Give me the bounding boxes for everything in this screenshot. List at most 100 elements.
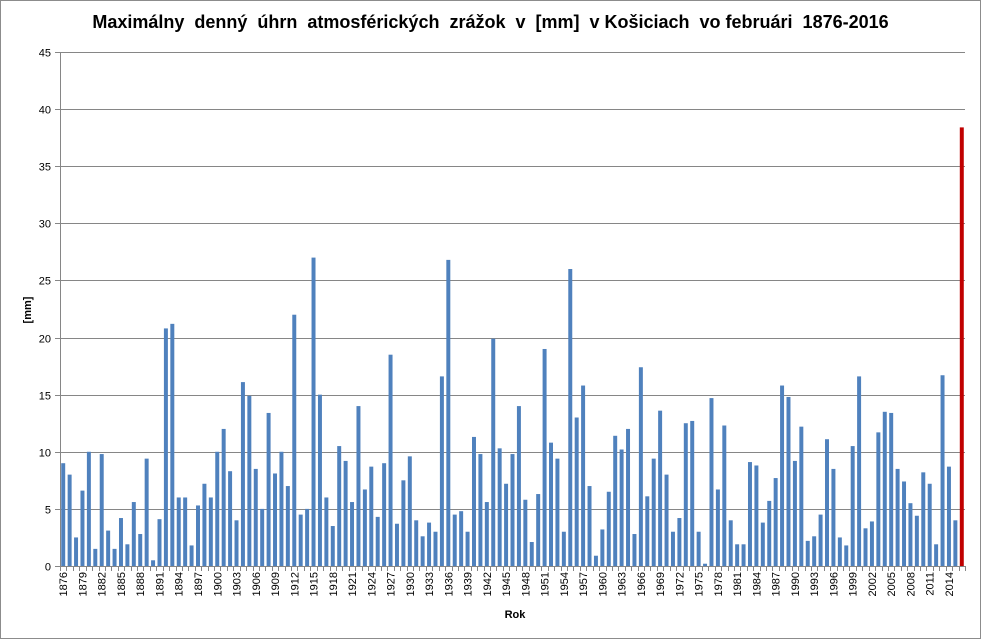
bar-1994 — [818, 514, 823, 566]
bar-1951 — [542, 348, 547, 566]
bar-1957 — [581, 385, 586, 566]
x-tick-label: 1981 — [732, 572, 744, 596]
bar-1950 — [536, 494, 541, 566]
bar-1936 — [446, 259, 451, 566]
bar-2007 — [902, 481, 907, 566]
bar-1916 — [317, 394, 322, 566]
x-tick-label: 1984 — [751, 572, 763, 596]
y-tick-label: 30 — [39, 219, 51, 231]
y-axis-label: [mm] — [22, 296, 34, 323]
bar-1893 — [170, 323, 175, 566]
bar-1912 — [292, 314, 297, 566]
bar-1920 — [343, 460, 348, 566]
y-tick-label: 35 — [39, 162, 51, 174]
x-tick-label: 2011 — [925, 572, 937, 596]
bar-2004 — [882, 411, 887, 566]
bar-1970 — [664, 474, 669, 566]
x-tick-label: 1894 — [174, 572, 186, 596]
bar-2014 — [946, 466, 951, 566]
bar-1983 — [747, 462, 752, 566]
bar-1984 — [754, 465, 759, 566]
x-tick-label: 1987 — [771, 572, 783, 596]
x-tick-label: 1951 — [540, 572, 552, 596]
bar-1939 — [465, 531, 470, 566]
bar-1928 — [394, 523, 399, 566]
bar-1954 — [561, 531, 566, 566]
y-tick-label: 15 — [39, 391, 51, 403]
x-tick-label: 1930 — [405, 572, 417, 596]
bar-1944 — [497, 448, 502, 566]
bar-1899 — [208, 497, 213, 566]
bar-1897 — [196, 505, 200, 566]
x-tick-label: 1993 — [809, 572, 821, 596]
bar-1997 — [837, 537, 842, 566]
bar-1931 — [414, 520, 419, 566]
axes: 0 5 10 15 20 25 30 35 40 45 1876 1879 1882 1885 1888 18… — [39, 48, 966, 596]
bar-1896 — [189, 545, 194, 566]
x-tick-label: 1924 — [366, 572, 378, 596]
bar-1914 — [305, 508, 310, 566]
bar-1974 — [690, 420, 695, 566]
bar-1879 — [80, 490, 85, 566]
bar-1883 — [106, 530, 111, 566]
bar-1964 — [626, 428, 631, 566]
x-tick-label: 1972 — [674, 572, 686, 596]
bar-1925 — [375, 516, 380, 566]
bar-1932 — [420, 536, 425, 566]
bar-1990 — [792, 460, 797, 566]
bar-2009 — [914, 515, 919, 566]
bar-1933 — [427, 522, 432, 566]
bar-1989 — [786, 396, 791, 566]
x-tick-label: 1945 — [501, 572, 513, 596]
bar-1921 — [350, 502, 355, 566]
bar-2008 — [908, 503, 913, 566]
bar-1969 — [658, 410, 663, 566]
bar-1942 — [484, 502, 489, 566]
bar-1882 — [99, 454, 104, 566]
bar-1963 — [619, 449, 624, 566]
bar-1960 — [600, 529, 605, 566]
x-tick-label: 1936 — [443, 572, 455, 596]
bar-1988 — [780, 385, 785, 566]
bar-1884 — [112, 548, 117, 566]
bar-1915 — [311, 257, 316, 566]
x-tick-label: 1966 — [636, 572, 648, 596]
bar-1886 — [125, 544, 130, 566]
bar-1917 — [324, 497, 329, 566]
bar-1976 — [703, 563, 708, 566]
bar-1938 — [459, 511, 464, 566]
x-tick-label: 1999 — [848, 572, 860, 596]
bar-1962 — [613, 435, 618, 566]
x-tick-label: 1891 — [154, 572, 166, 596]
bar-1999 — [850, 446, 855, 566]
x-tick-label: 1990 — [790, 572, 802, 596]
bar-1987 — [773, 478, 778, 566]
bar-1880 — [86, 451, 91, 566]
y-tick-label: 0 — [45, 562, 51, 574]
bar-1929 — [401, 480, 406, 566]
bar-1966 — [638, 367, 643, 566]
bar-1891 — [157, 519, 162, 566]
bar-1956 — [574, 417, 579, 566]
bar-1972 — [677, 518, 682, 566]
bar-2015 — [953, 520, 958, 566]
y-tick-label: 5 — [45, 505, 51, 517]
y-tick-label: 45 — [39, 48, 51, 60]
bar-1996 — [831, 468, 836, 566]
x-tick-label: 1903 — [232, 572, 244, 596]
bar-2006 — [895, 468, 900, 566]
bar-1902 — [228, 471, 233, 566]
bar-1904 — [240, 382, 245, 566]
x-tick-label: 2002 — [867, 572, 879, 596]
x-tick-label: 1879 — [77, 572, 89, 596]
bar-2005 — [889, 412, 894, 566]
x-tick-label: 1954 — [559, 572, 571, 596]
bar-1998 — [844, 545, 849, 566]
bar-1992 — [805, 540, 810, 566]
x-tick-label: 1942 — [482, 572, 494, 596]
x-tick-label: 1978 — [713, 572, 725, 596]
bar-1958 — [587, 486, 592, 566]
bar-1887 — [131, 502, 136, 566]
y-tick-label: 20 — [39, 334, 51, 346]
x-tick-label: 1876 — [58, 572, 70, 596]
